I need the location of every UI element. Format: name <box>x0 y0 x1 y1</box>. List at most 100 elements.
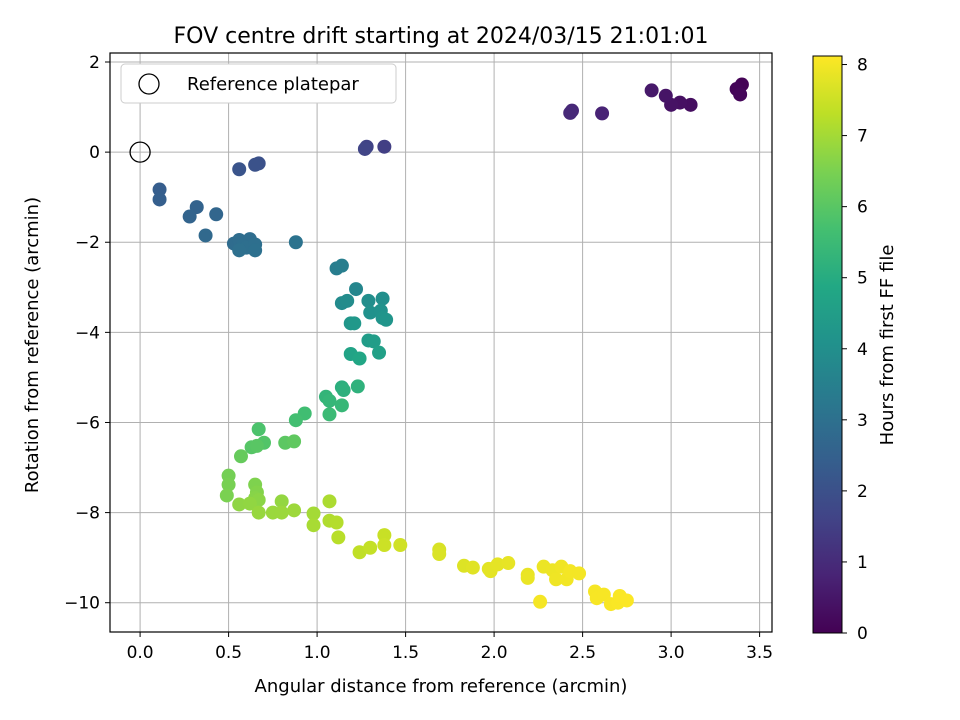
data-point <box>347 316 362 331</box>
data-point <box>349 282 364 297</box>
data-point <box>152 192 167 207</box>
x-tick-label: 2.0 <box>481 643 508 663</box>
data-point <box>619 593 634 608</box>
data-point <box>366 334 381 349</box>
data-point <box>352 545 367 560</box>
data-point <box>465 560 480 575</box>
x-tick-label: 0.0 <box>127 643 154 663</box>
grid <box>110 53 772 632</box>
data-point <box>248 157 263 172</box>
data-point <box>331 530 346 545</box>
x-tick-label: 1.5 <box>392 643 419 663</box>
legend-label: Reference platepar <box>187 74 359 95</box>
y-tick-label: −2 <box>75 233 100 253</box>
x-tick-label: 1.0 <box>304 643 331 663</box>
data-point <box>288 235 303 250</box>
data-point <box>232 497 247 512</box>
data-point <box>322 494 337 509</box>
x-axis: 0.0 0.5 1.0 1.5 2.0 2.5 3.0 3.5 <box>127 632 773 663</box>
data-point <box>249 438 264 453</box>
data-point <box>352 351 367 366</box>
legend-marker-open-circle <box>138 73 160 95</box>
colorbar-tick-label: 7 <box>857 127 868 147</box>
data-point <box>219 488 234 503</box>
data-point <box>251 422 266 437</box>
data-point <box>375 291 390 306</box>
colorbar-tick-label: 0 <box>857 624 868 644</box>
colorbar-tick-label: 3 <box>857 411 868 431</box>
data-point <box>377 528 392 543</box>
data-point <box>644 83 659 98</box>
data-point <box>733 87 748 102</box>
data-point <box>363 305 378 320</box>
data-point <box>336 383 351 398</box>
data-point <box>432 547 447 562</box>
colorbar-gradient <box>812 55 843 634</box>
data-point <box>152 182 167 197</box>
data-point <box>363 540 378 555</box>
y-tick-label: −10 <box>64 594 100 614</box>
colorbar-label: Hours from first FF file <box>877 245 898 446</box>
data-point <box>198 228 213 243</box>
data-point <box>357 141 372 156</box>
data-point <box>350 379 365 394</box>
data-point <box>306 506 321 521</box>
colorbar-tick-label: 1 <box>857 553 868 573</box>
y-axis: 2 0 −2 −4 −6 −8 −10 <box>64 53 110 614</box>
data-point <box>501 556 516 571</box>
data-points <box>152 77 749 612</box>
data-point <box>329 515 344 530</box>
data-point <box>322 407 337 422</box>
colorbar-tick-label: 8 <box>857 56 868 76</box>
data-point <box>393 538 408 553</box>
plot-frame <box>109 52 773 633</box>
data-point <box>549 572 564 587</box>
colorbar-tick-label: 2 <box>857 482 868 502</box>
data-point <box>520 570 535 585</box>
data-point <box>287 503 302 518</box>
data-point <box>340 293 355 308</box>
data-point <box>683 97 698 112</box>
data-point <box>209 207 224 222</box>
data-point <box>221 477 236 492</box>
y-tick-label: 0 <box>89 143 100 163</box>
colorbar-tick-label: 4 <box>857 340 868 360</box>
colorbar-tick-label: 6 <box>857 198 868 218</box>
data-point <box>572 566 587 581</box>
data-point <box>242 496 257 511</box>
data-point <box>248 243 263 258</box>
y-axis-label: Rotation from reference (arcmin) <box>22 197 43 493</box>
y-tick-label: −6 <box>75 413 100 433</box>
y-tick-label: −4 <box>75 323 100 343</box>
data-point <box>334 258 349 273</box>
reference-marker <box>129 141 151 163</box>
data-point <box>563 105 578 120</box>
x-tick-label: 3.0 <box>658 643 685 663</box>
data-point <box>377 538 392 553</box>
data-point <box>182 209 197 224</box>
legend: Reference platepar <box>120 63 397 104</box>
colorbar-tick-label: 5 <box>857 269 868 289</box>
colorbar: 0 1 2 3 4 5 6 7 8 Hours from first FF file <box>812 55 898 644</box>
data-point <box>658 88 673 103</box>
chart-title: FOV centre drift starting at 2024/03/15 … <box>174 24 709 49</box>
data-point <box>372 345 387 360</box>
y-tick-label: −8 <box>75 504 100 524</box>
data-point <box>288 413 303 428</box>
data-point <box>533 594 548 609</box>
reference-point <box>129 141 151 163</box>
data-point <box>322 393 337 408</box>
data-point <box>595 106 610 121</box>
data-point <box>379 312 394 327</box>
x-tick-label: 0.5 <box>215 643 242 663</box>
data-point <box>377 139 392 154</box>
data-point <box>306 518 321 533</box>
data-point <box>232 162 247 177</box>
data-point <box>274 505 289 520</box>
y-tick-label: 2 <box>89 53 100 73</box>
data-point <box>274 494 289 509</box>
data-point <box>334 398 349 413</box>
data-point <box>233 449 248 464</box>
data-point <box>287 434 302 449</box>
